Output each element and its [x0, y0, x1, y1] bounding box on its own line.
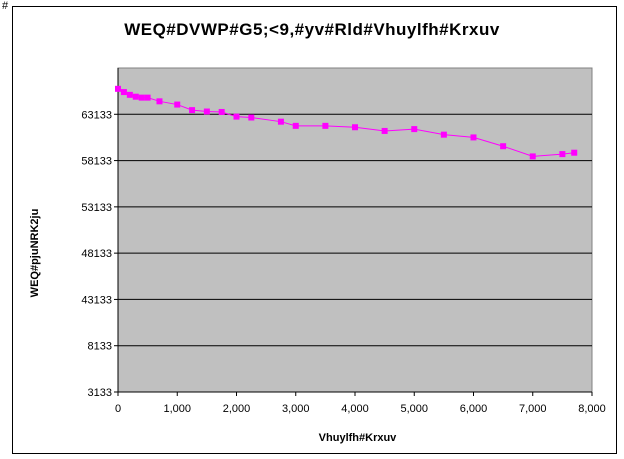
x-tick-label: 0	[115, 403, 121, 415]
data-point	[500, 143, 507, 150]
data-point	[218, 108, 225, 115]
y-tick-label: 3133	[88, 387, 112, 399]
x-tick-labels: 0 1,000 2,000 3,000 4,000 5,000 6,000 7,000 8,00…	[115, 392, 606, 415]
x-tick-label: 5,000	[400, 403, 428, 415]
chart-title: WEQ#DVWP#G5;<9,#yv#Rld#Vhuylfh#Krxuv	[124, 20, 500, 39]
x-tick-label: 6,000	[460, 403, 488, 415]
corner-mark: #	[2, 0, 9, 12]
data-point	[440, 131, 447, 138]
plot-area	[117, 67, 593, 393]
x-tick-label: 8,000	[578, 403, 606, 415]
data-series	[115, 85, 578, 160]
x-tick-label: 2,000	[223, 403, 251, 415]
data-point	[529, 153, 536, 160]
x-axis-title: Vhuylfh#Krxuv	[318, 432, 397, 444]
data-point	[174, 101, 181, 108]
data-point	[571, 149, 578, 156]
data-point	[189, 107, 196, 114]
y-tick-label: 53133	[81, 202, 112, 214]
y-tick-label: 63133	[81, 109, 112, 121]
x-tick-label: 4,000	[341, 403, 369, 415]
y-tick-label: 58133	[81, 156, 112, 168]
y-tick-label: 43133	[81, 294, 112, 306]
data-point	[156, 98, 163, 105]
data-point	[126, 91, 133, 98]
y-tick-label: 48133	[81, 248, 112, 260]
data-point	[277, 118, 284, 125]
gridlines	[117, 68, 592, 393]
data-point	[138, 94, 145, 101]
data-point	[381, 127, 388, 134]
data-point	[132, 93, 139, 100]
y-tick-labels: 3133 8133 43133 48133 53133 58133 63133	[81, 109, 118, 399]
data-point	[470, 134, 477, 141]
data-point	[233, 113, 240, 120]
data-point	[292, 122, 299, 129]
x-tick-label: 3,000	[282, 403, 310, 415]
data-point	[144, 94, 151, 101]
data-point	[322, 122, 329, 129]
data-point	[352, 124, 358, 131]
data-point	[559, 151, 566, 158]
data-point	[248, 114, 255, 121]
y-tick-label: 8133	[88, 341, 112, 353]
data-point	[115, 85, 121, 92]
x-tick-label: 1,000	[163, 403, 191, 415]
x-tick-label: 7,000	[519, 403, 547, 415]
data-point	[411, 126, 418, 133]
data-point	[203, 108, 210, 115]
data-point	[120, 89, 127, 96]
